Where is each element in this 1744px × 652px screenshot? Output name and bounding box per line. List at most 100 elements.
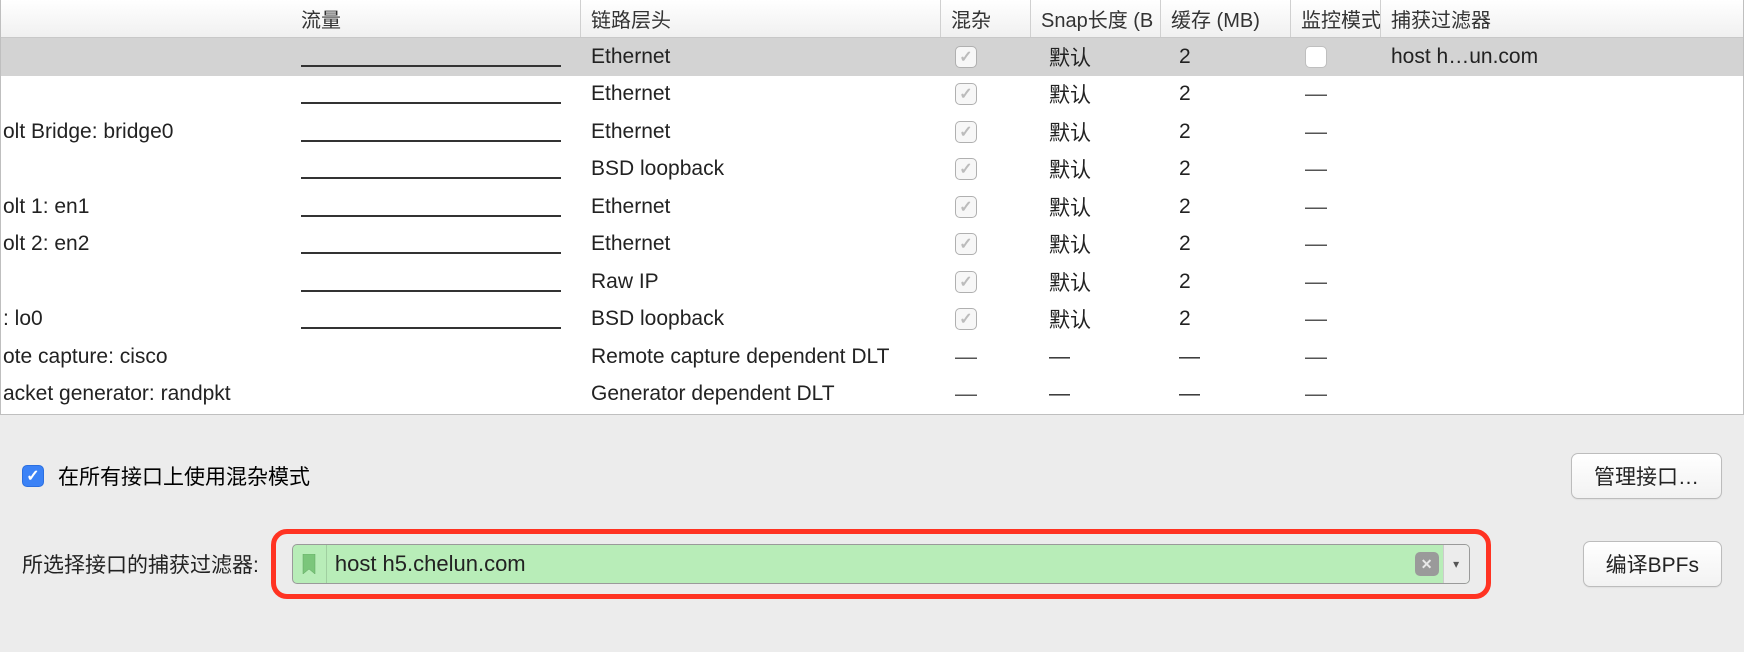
cell-promisc[interactable] <box>941 301 1031 339</box>
cell-promisc[interactable] <box>941 188 1031 226</box>
cell-promisc[interactable]: — <box>941 376 1031 414</box>
cell-link-layer: Ethernet <box>581 188 941 226</box>
capture-filter-label: 所选择接口的捕获过滤器: <box>22 549 259 579</box>
table-row[interactable]: Raw IP默认2— <box>1 263 1743 301</box>
cell-filter[interactable] <box>1381 151 1743 189</box>
cell-monitor[interactable]: — <box>1291 188 1381 226</box>
col-header-promisc[interactable]: 混杂 <box>941 0 1031 37</box>
filter-dropdown-icon[interactable]: ▾ <box>1443 545 1469 583</box>
cell-monitor[interactable]: — <box>1291 76 1381 114</box>
col-header-traffic[interactable]: 流量 <box>291 0 581 37</box>
table-row[interactable]: Ethernet 默认2— <box>1 76 1743 114</box>
cell-monitor[interactable]: — <box>1291 113 1381 151</box>
cell-promisc[interactable] <box>941 226 1031 264</box>
table-row[interactable]: olt Bridge: bridge0Ethernet默认2— <box>1 113 1743 151</box>
cell-promisc[interactable] <box>941 76 1031 114</box>
table-row[interactable]: acket generator: randpktGenerator depend… <box>1 376 1743 414</box>
promisc-checkbox[interactable] <box>955 271 977 293</box>
table-row[interactable]: olt 1: en1 Ethernet 默认2 — <box>1 188 1743 226</box>
clear-filter-icon[interactable] <box>1415 552 1439 576</box>
cell-snap[interactable]: 默认 <box>1031 38 1161 76</box>
cell-snap[interactable]: 默认 <box>1031 226 1161 264</box>
table-row[interactable]: olt 2: en2Ethernet默认2— <box>1 226 1743 264</box>
dash-icon: — <box>1305 194 1327 220</box>
cell-filter[interactable] <box>1381 376 1743 414</box>
cell-monitor[interactable]: — <box>1291 338 1381 376</box>
cell-filter[interactable]: host h…un.com <box>1381 38 1743 76</box>
cell-filter[interactable] <box>1381 113 1743 151</box>
cell-filter[interactable] <box>1381 338 1743 376</box>
col-header-snap[interactable]: Snap长度 (B <box>1031 0 1161 37</box>
cell-buffer[interactable]: 2 <box>1161 151 1291 189</box>
cell-monitor[interactable] <box>1291 38 1381 76</box>
promisc-checkbox[interactable] <box>955 308 977 330</box>
cell-link-layer: Ethernet <box>581 76 941 114</box>
cell-monitor[interactable]: — <box>1291 376 1381 414</box>
monitor-checkbox[interactable] <box>1305 46 1327 68</box>
cell-snap[interactable]: 默认 <box>1031 76 1161 114</box>
cell-buffer[interactable]: 2 <box>1161 301 1291 339</box>
capture-filter-combo[interactable]: ▾ <box>292 544 1470 584</box>
cell-monitor[interactable]: — <box>1291 151 1381 189</box>
cell-monitor[interactable]: — <box>1291 226 1381 264</box>
table-row[interactable]: : lo0BSD loopback默认2— <box>1 301 1743 339</box>
manage-interfaces-button[interactable]: 管理接口… <box>1571 453 1722 499</box>
col-header-interface[interactable] <box>1 0 291 37</box>
promisc-row: 在所有接口上使用混杂模式 管理接口… <box>22 453 1722 499</box>
table-row[interactable]: ote capture: ciscoRemote capture depende… <box>1 338 1743 376</box>
col-header-link[interactable]: 链路层头 <box>581 0 941 37</box>
dash-icon: — <box>955 344 977 370</box>
table-row[interactable]: BSD loopback默认2— <box>1 151 1743 189</box>
cell-promisc[interactable] <box>941 113 1031 151</box>
compile-bpf-button[interactable]: 编译BPFs <box>1583 541 1722 587</box>
cell-snap[interactable]: — <box>1031 338 1161 376</box>
bookmark-icon[interactable] <box>293 545 327 583</box>
cell-snap[interactable]: 默认 <box>1031 263 1161 301</box>
cell-snap[interactable]: 默认 <box>1031 151 1161 189</box>
cell-promisc[interactable] <box>941 38 1031 76</box>
cell-promisc[interactable] <box>941 263 1031 301</box>
cell-buffer[interactable]: — <box>1161 338 1291 376</box>
cell-buffer[interactable]: 2 <box>1161 188 1291 226</box>
cell-link-layer: Remote capture dependent DLT <box>581 338 941 376</box>
cell-buffer[interactable]: 2 <box>1161 263 1291 301</box>
cell-monitor[interactable]: — <box>1291 263 1381 301</box>
sparkline-icon <box>301 215 561 217</box>
promisc-checkbox[interactable] <box>955 196 977 218</box>
cell-buffer[interactable]: 2 <box>1161 76 1291 114</box>
dash-icon: — <box>955 381 977 407</box>
cell-monitor[interactable]: — <box>1291 301 1381 339</box>
cell-filter[interactable] <box>1381 76 1743 114</box>
promisc-checkbox[interactable] <box>955 46 977 68</box>
cell-filter[interactable] <box>1381 301 1743 339</box>
cell-interface: : lo0 <box>1 301 291 339</box>
promisc-checkbox[interactable] <box>955 83 977 105</box>
cell-buffer[interactable]: — <box>1161 376 1291 414</box>
col-header-filter[interactable]: 捕获过滤器 <box>1381 0 1743 37</box>
cell-filter[interactable] <box>1381 226 1743 264</box>
cell-promisc[interactable]: — <box>941 338 1031 376</box>
promisc-checkbox[interactable] <box>955 233 977 255</box>
cell-traffic <box>291 338 581 376</box>
cell-interface: olt 1: en1 <box>1 188 291 226</box>
capture-filter-input[interactable] <box>327 547 1415 581</box>
cell-filter[interactable] <box>1381 263 1743 301</box>
cell-promisc[interactable] <box>941 151 1031 189</box>
col-header-buffer[interactable]: 缓存 (MB) <box>1161 0 1291 37</box>
cell-filter[interactable] <box>1381 188 1743 226</box>
cell-buffer[interactable]: 2 <box>1161 113 1291 151</box>
cell-snap[interactable]: 默认 <box>1031 188 1161 226</box>
table-row[interactable]: Ethernet默认2host h…un.com <box>1 38 1743 76</box>
cell-snap[interactable]: 默认 <box>1031 301 1161 339</box>
promisc-checkbox[interactable] <box>955 121 977 143</box>
cell-interface: acket generator: randpkt <box>1 376 291 414</box>
col-header-monitor[interactable]: 监控模式 <box>1291 0 1381 37</box>
cell-snap[interactable]: — <box>1031 376 1161 414</box>
cell-buffer[interactable]: 2 <box>1161 38 1291 76</box>
filter-highlight: ▾ <box>271 529 1491 599</box>
promisc-checkbox[interactable] <box>955 158 977 180</box>
cell-interface <box>1 76 291 114</box>
cell-buffer[interactable]: 2 <box>1161 226 1291 264</box>
promisc-all-checkbox[interactable] <box>22 465 44 487</box>
cell-snap[interactable]: 默认 <box>1031 113 1161 151</box>
